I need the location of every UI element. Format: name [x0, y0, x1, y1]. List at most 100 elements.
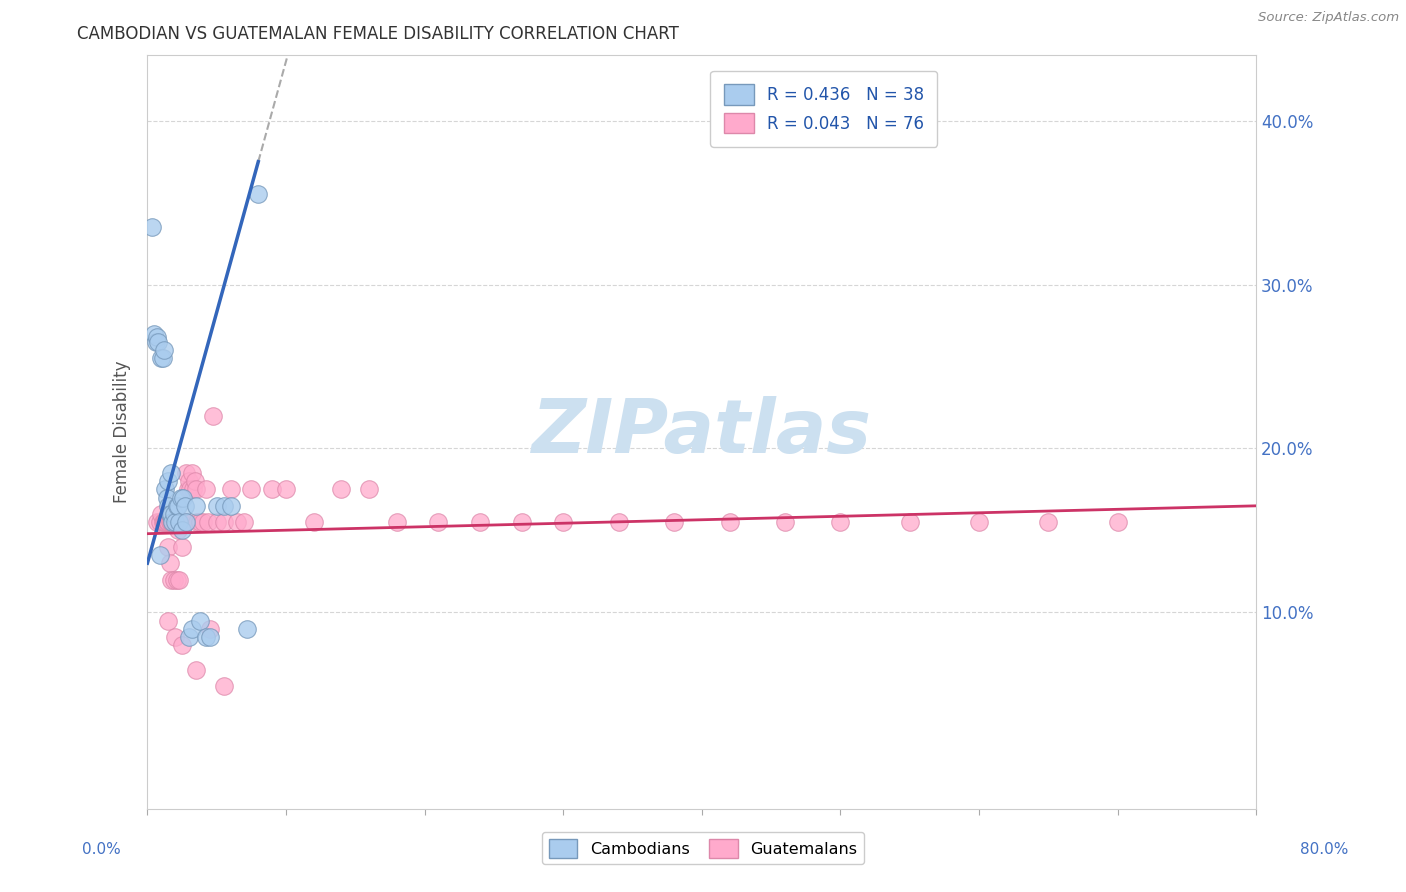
Point [219, 483, 242, 497]
Point [274, 483, 297, 497]
Point [163, 507, 186, 521]
Text: ZIPatlas: ZIPatlas [531, 395, 872, 468]
Point [180, 622, 202, 636]
Point [510, 515, 533, 529]
Text: CAMBODIAN VS GUATEMALAN FEMALE DISABILITY CORRELATION CHART: CAMBODIAN VS GUATEMALAN FEMALE DISABILIT… [77, 25, 679, 43]
Point [197, 515, 219, 529]
Point [149, 515, 172, 529]
Point [176, 483, 198, 497]
Point [162, 515, 184, 529]
Point [194, 483, 217, 497]
Point [212, 499, 235, 513]
Point [165, 630, 187, 644]
Point [247, 187, 270, 202]
Point [188, 614, 211, 628]
Point [170, 638, 193, 652]
Point [212, 515, 235, 529]
Point [162, 515, 184, 529]
Point [146, 515, 169, 529]
Point [165, 515, 187, 529]
Y-axis label: Female Disability: Female Disability [114, 361, 131, 503]
Point [174, 466, 197, 480]
Point [165, 515, 187, 529]
Point [143, 326, 166, 341]
Point [179, 483, 201, 497]
Point [191, 515, 214, 529]
Point [152, 515, 174, 529]
Point [167, 499, 190, 513]
Point [468, 515, 491, 529]
Text: Source: ZipAtlas.com: Source: ZipAtlas.com [1258, 11, 1399, 24]
Point [553, 515, 575, 529]
Point [157, 475, 180, 489]
Point [152, 351, 174, 366]
Point [212, 679, 235, 693]
Point [170, 524, 193, 538]
Point [718, 515, 741, 529]
Point [186, 515, 208, 529]
Point [159, 515, 181, 529]
Text: 80.0%: 80.0% [1301, 842, 1348, 856]
Point [169, 491, 191, 505]
Point [240, 483, 263, 497]
Point [141, 220, 163, 235]
Point [156, 515, 179, 529]
Point [163, 573, 186, 587]
Point [156, 491, 179, 505]
Point [146, 330, 169, 344]
Point [160, 466, 183, 480]
Legend: R = 0.436   N = 38, R = 0.043   N = 76: R = 0.436 N = 38, R = 0.043 N = 76 [710, 71, 938, 146]
Point [149, 548, 172, 562]
Legend: Cambodians, Guatemalans: Cambodians, Guatemalans [543, 832, 863, 864]
Point [226, 515, 249, 529]
Point [155, 483, 177, 497]
Point [160, 573, 183, 587]
Point [830, 515, 852, 529]
Point [427, 515, 450, 529]
Point [169, 573, 191, 587]
Point [166, 573, 188, 587]
Point [173, 499, 195, 513]
Point [201, 409, 224, 423]
Point [162, 515, 184, 529]
Point [167, 524, 190, 538]
Point [157, 515, 180, 529]
Point [169, 515, 191, 529]
Point [170, 515, 193, 529]
Point [165, 515, 187, 529]
Point [773, 515, 796, 529]
Point [184, 663, 207, 677]
Point [150, 351, 173, 366]
Point [330, 483, 353, 497]
Point [163, 515, 186, 529]
Point [219, 499, 242, 513]
Point [262, 483, 284, 497]
Point [359, 483, 381, 497]
Point [198, 630, 221, 644]
Point [177, 475, 200, 489]
Point [174, 515, 197, 529]
Point [157, 499, 180, 513]
Point [159, 556, 181, 570]
Point [166, 515, 188, 529]
Point [188, 515, 211, 529]
Point [662, 515, 685, 529]
Point [155, 515, 177, 529]
Point [174, 515, 197, 529]
Point [205, 499, 228, 513]
Point [194, 630, 217, 644]
Point [169, 515, 191, 529]
Point [385, 515, 408, 529]
Point [1038, 515, 1060, 529]
Point [177, 630, 200, 644]
Point [205, 515, 228, 529]
Point [159, 507, 181, 521]
Point [150, 507, 173, 521]
Point [181, 483, 204, 497]
Point [302, 515, 325, 529]
Point [184, 499, 207, 513]
Text: 0.0%: 0.0% [82, 842, 121, 856]
Point [173, 515, 195, 529]
Point [166, 499, 188, 513]
Point [233, 515, 256, 529]
